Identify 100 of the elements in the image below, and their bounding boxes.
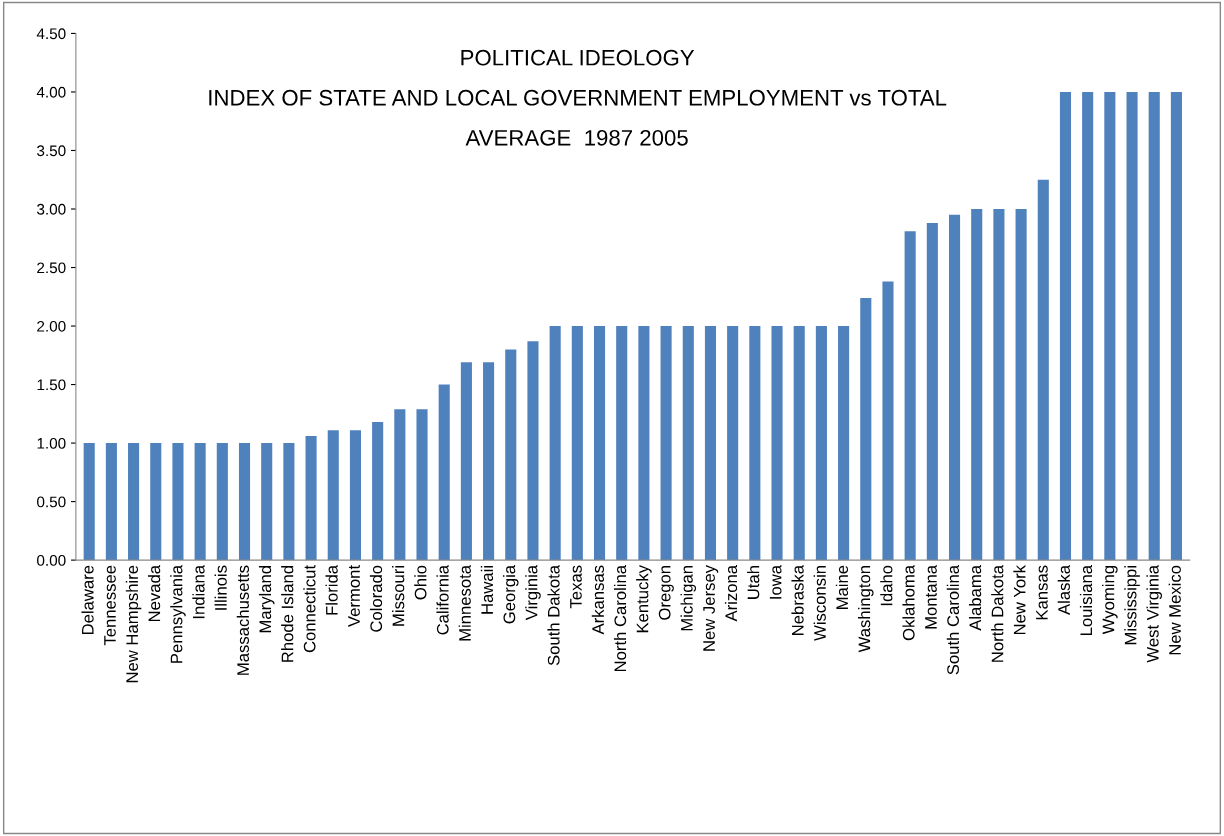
bar (172, 443, 184, 561)
y-tick-label: 3.50 (37, 145, 66, 157)
bar (948, 214, 961, 561)
y-tick-label: 3.00 (37, 203, 66, 215)
x-tick-label: Washington (858, 566, 874, 653)
x-tick-label: Maine (835, 565, 849, 609)
x-tick-label: Arkansas (591, 565, 604, 635)
bar (1104, 91, 1116, 561)
x-tick-label: Texas (570, 565, 582, 609)
bar (616, 326, 628, 561)
y-tick-label: 1.50 (37, 379, 66, 391)
x-tick-label: New Hampshire (125, 565, 142, 683)
bar (638, 326, 650, 561)
x-tick-label: Vermont (348, 565, 360, 627)
text: POLITICAL IDEOLOGY INDEX OF STATE AND LOCAL GOVERNMENT EMPLOYMENT vs TOTAL AVERAGE 1987 2005 (209, 49, 947, 146)
y-tick-label: 4.50 (36, 28, 66, 40)
bar (904, 231, 916, 561)
bar (460, 362, 472, 561)
bar (793, 326, 805, 561)
y-tick-label: 1.00 (37, 437, 66, 449)
bar (1059, 91, 1072, 561)
x-tick-label: Rhode Island (281, 566, 294, 662)
x-tick-label: Massachusetts (236, 565, 249, 675)
bar (305, 436, 317, 561)
bar (882, 281, 894, 561)
bar (349, 430, 361, 561)
bar (416, 409, 428, 561)
x-tick-label: Pennsylvania (170, 564, 186, 663)
bar (771, 326, 783, 561)
bar (926, 223, 938, 561)
bar (105, 443, 117, 561)
x-tick-label: New York (1013, 564, 1026, 635)
bar (505, 349, 517, 561)
bar (216, 443, 228, 561)
x-tick-label: Wisconsin (813, 566, 826, 641)
x-tick-label: Arizona (724, 564, 738, 622)
x-tick-label: Missouri (392, 566, 405, 626)
bar (238, 443, 251, 561)
x-tick-label: North Carolina (613, 564, 627, 672)
bar (1148, 91, 1160, 561)
y-tick-label: 2.50 (37, 262, 66, 274)
x-tick-label: Kansas (1036, 565, 1048, 620)
x-tick-label: South Carolina (946, 564, 960, 675)
y-tick-label: 0.00 (37, 554, 66, 566)
x-tick-label: Mississippi (1124, 566, 1140, 645)
bar (527, 341, 539, 561)
x-tick-label: Idaho (880, 565, 893, 606)
x-tick-label: Oregon (658, 566, 674, 620)
bar (571, 326, 583, 561)
x-tick-label: Delaware (81, 565, 94, 635)
x-tick-label: Montana (925, 564, 937, 629)
bar (660, 326, 672, 561)
bar (483, 362, 495, 561)
x-tick-label: South Dakota (547, 564, 560, 666)
bar (727, 326, 739, 561)
x-tick-label: Ohio (414, 565, 427, 600)
bar (1126, 91, 1138, 561)
x-tick-label: Wyoming (1102, 566, 1118, 635)
bar (327, 430, 339, 561)
x-tick-label: Kentucky (636, 565, 652, 633)
x-tick-label: New Jersey (703, 565, 719, 651)
x-tick-label: Nebraska (791, 564, 804, 635)
x-tick-label: Alaska (1057, 564, 1070, 615)
x-tick-label: Louisiana (1079, 564, 1093, 635)
bar (682, 326, 694, 561)
x-tick-label: Maryland (258, 566, 275, 633)
bar (749, 326, 761, 561)
bar (394, 409, 406, 561)
x-tick-label: Indiana (192, 564, 205, 619)
bar (860, 297, 872, 561)
bar (438, 384, 450, 561)
x-tick-label: Utah (747, 566, 760, 599)
x-tick-label: Virginia (525, 564, 541, 621)
y-tick-label: 4.00 (36, 86, 66, 98)
x-tick-label: Tennessee (104, 565, 116, 646)
x-tick-label: Minnesota (458, 564, 471, 641)
bar (593, 326, 606, 561)
bar (372, 422, 384, 561)
bar (993, 209, 1005, 561)
bar (261, 443, 273, 561)
x-tick-label: North Dakota (991, 564, 1004, 662)
x-tick-label: Alabama (968, 564, 982, 631)
bar (83, 443, 95, 561)
bar (838, 326, 850, 561)
bar (704, 326, 717, 561)
bar (1082, 91, 1094, 561)
bar (128, 443, 140, 561)
bar (194, 443, 206, 561)
x-tick-label: West Virginia (1146, 564, 1162, 663)
x-tick-label: Nevada (148, 564, 161, 622)
x-tick-label: Connecticut (303, 565, 316, 653)
x-tick-label: Colorado (369, 565, 383, 632)
bar (1015, 209, 1027, 561)
bar (815, 326, 827, 561)
x-tick-label: New Mexico (1168, 565, 1181, 655)
x-tick-label: Iowa (769, 564, 782, 599)
x-tick-label: Georgia (503, 564, 519, 624)
bar (150, 443, 162, 561)
x-tick-label: Illinois (214, 565, 227, 610)
x-tick-label: Oklahoma (902, 564, 915, 641)
